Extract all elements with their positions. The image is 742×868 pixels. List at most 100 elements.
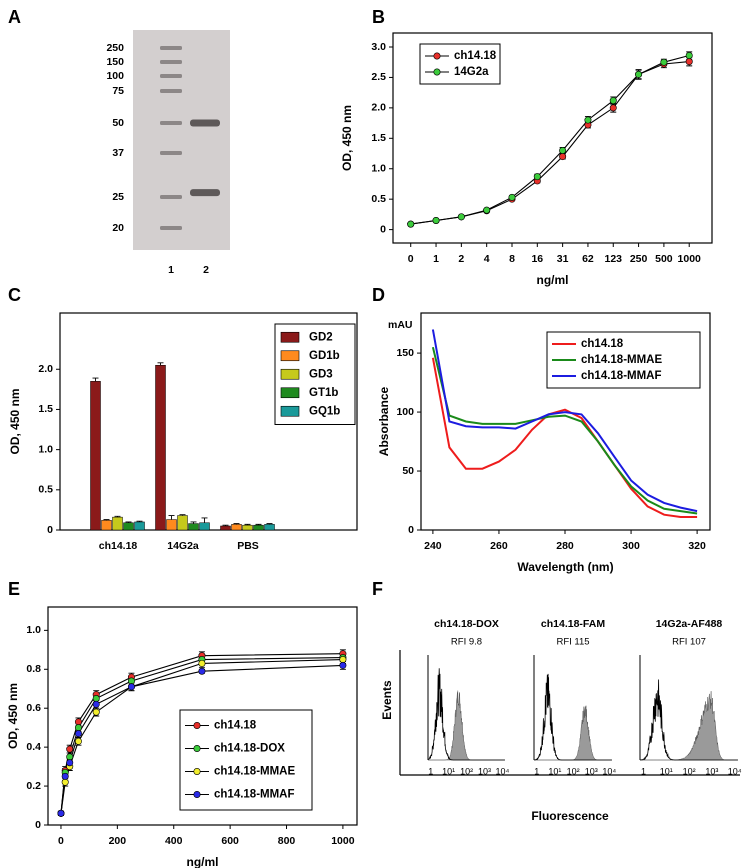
bar	[90, 381, 101, 531]
band	[190, 119, 220, 127]
y-tick-label: 100	[396, 406, 414, 418]
marker	[559, 153, 567, 161]
series-line	[410, 61, 690, 225]
x-tick-label: 4	[484, 253, 490, 265]
x-tick-label: 10³	[585, 766, 598, 776]
panel-letter: E	[8, 579, 20, 599]
stained-histogram	[640, 691, 738, 761]
x-tick-label: 2	[458, 253, 464, 265]
x-axis-label: ng/ml	[187, 855, 219, 868]
y-tick-label: 0.5	[371, 193, 386, 205]
error-bar	[233, 523, 240, 525]
plot-frame	[47, 606, 358, 826]
bar	[101, 520, 112, 531]
bar	[188, 523, 199, 531]
error-bar	[266, 523, 273, 525]
subplot-title: ch14.18-FAM	[541, 618, 605, 630]
x-tick-label: 62	[582, 253, 594, 265]
marker	[660, 58, 668, 66]
y-tick-label: 1.0	[26, 624, 41, 636]
series-line	[431, 357, 698, 518]
bar	[199, 522, 210, 531]
y-axis-label: OD, 450 nm	[6, 683, 20, 749]
ladder-band	[160, 195, 182, 199]
marker	[74, 724, 82, 732]
subplot-title: 14G2a-AF488	[656, 618, 723, 630]
ladder-label: 25	[112, 191, 124, 203]
marker	[483, 206, 491, 214]
series-line	[431, 346, 698, 515]
stained-histogram	[428, 690, 505, 761]
x-tick-label: 600	[221, 835, 239, 847]
x-tick-label: 1	[641, 766, 646, 776]
gel	[133, 30, 230, 250]
legend-label: ch14.18	[454, 50, 497, 62]
marker	[61, 772, 69, 780]
legend-swatch	[280, 331, 300, 343]
marker	[66, 745, 74, 753]
x-tick-label: 10¹	[660, 766, 673, 776]
y-tick-label: 1.0	[371, 163, 386, 175]
marker	[609, 97, 617, 105]
y-tick-label: 0	[380, 223, 386, 235]
bar	[253, 524, 264, 531]
x-tick-label: 1	[433, 253, 439, 265]
ladder-band	[160, 226, 182, 230]
marker	[57, 809, 65, 817]
control-histogram	[533, 673, 612, 761]
y-tick-label: 2.5	[371, 71, 386, 83]
y-axis-label: Events	[380, 680, 394, 720]
error-bar	[92, 377, 99, 382]
x-tick-label: 10¹	[442, 766, 455, 776]
marker	[685, 58, 693, 66]
marker	[559, 146, 567, 154]
bar	[134, 521, 145, 531]
x-tick-label: ch14.18	[99, 540, 138, 552]
subplot-annotation: RFI 115	[556, 637, 589, 648]
ladder-label: 50	[112, 117, 124, 129]
legend-swatch	[280, 368, 300, 380]
y-tick-label: 150	[396, 347, 414, 359]
legend-label: ch14.18-MMAE	[214, 766, 295, 778]
bar	[220, 525, 231, 531]
legend-label: ch14.18-MMAF	[214, 789, 295, 801]
x-tick-label: 1000	[331, 835, 355, 847]
legend-label: ch14.18	[581, 338, 624, 350]
plot-frame	[392, 32, 713, 244]
panel-letter: A	[8, 7, 21, 27]
bar	[242, 524, 253, 531]
y-tick-label: 0.2	[26, 780, 41, 792]
x-tick-label: 0	[58, 835, 64, 847]
y-tick-label: 50	[402, 465, 414, 477]
ladder-label: 100	[106, 70, 124, 82]
legend-label: GD1b	[309, 350, 340, 362]
x-tick-label: 10³	[478, 766, 491, 776]
x-tick-label: 240	[424, 540, 442, 552]
legend-label: ch14.18-DOX	[214, 743, 285, 755]
marker	[74, 730, 82, 738]
legend-marker	[193, 767, 201, 775]
legend-marker	[433, 52, 441, 60]
legend-box	[419, 43, 501, 85]
y-tick-label: 0	[408, 524, 414, 536]
marker	[508, 193, 516, 201]
x-tick-label: 16	[531, 253, 543, 265]
control-histogram	[640, 679, 738, 761]
legend-swatch	[280, 387, 300, 399]
error-bar	[222, 524, 229, 526]
marker	[127, 683, 135, 691]
marker	[92, 700, 100, 708]
subplot-annotation: RFI 9.8	[451, 637, 482, 648]
marker	[339, 661, 347, 669]
y-tick-label: 0	[47, 524, 53, 536]
x-tick-label: 10²	[460, 766, 473, 776]
legend-marker	[193, 744, 201, 752]
panel-letter: B	[372, 7, 385, 27]
y-unit: mAU	[388, 319, 413, 331]
y-axis-label: OD, 450 nm	[340, 105, 354, 171]
bar	[112, 516, 123, 531]
x-tick-label: 10⁴	[728, 766, 742, 776]
subplot-annotation: RFI 107	[672, 637, 706, 648]
marker	[407, 220, 415, 228]
x-tick-label: 280	[556, 540, 574, 552]
